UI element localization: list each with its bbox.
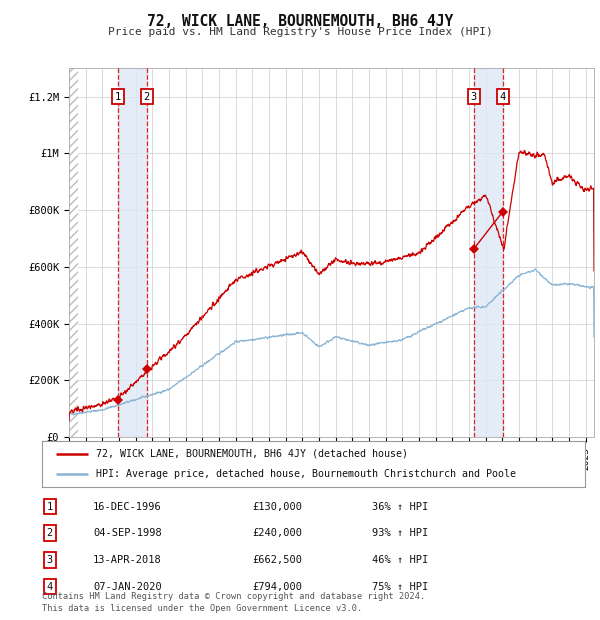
Bar [69,68,78,437]
Text: 13-APR-2018: 13-APR-2018 [93,555,162,565]
Text: 3: 3 [47,555,53,565]
Text: 72, WICK LANE, BOURNEMOUTH, BH6 4JY: 72, WICK LANE, BOURNEMOUTH, BH6 4JY [147,14,453,29]
Text: 16-DEC-1996: 16-DEC-1996 [93,502,162,512]
Text: 07-JAN-2020: 07-JAN-2020 [93,582,162,591]
Text: 75% ↑ HPI: 75% ↑ HPI [372,582,428,591]
Text: HPI: Average price, detached house, Bournemouth Christchurch and Poole: HPI: Average price, detached house, Bour… [97,469,516,479]
Text: 46% ↑ HPI: 46% ↑ HPI [372,555,428,565]
Text: £130,000: £130,000 [252,502,302,512]
Text: 36% ↑ HPI: 36% ↑ HPI [372,502,428,512]
Text: £794,000: £794,000 [252,582,302,591]
Text: 1: 1 [115,92,121,102]
Text: £240,000: £240,000 [252,528,302,538]
Text: 4: 4 [47,582,53,591]
Text: 72, WICK LANE, BOURNEMOUTH, BH6 4JY (detached house): 72, WICK LANE, BOURNEMOUTH, BH6 4JY (det… [97,449,409,459]
Text: 1: 1 [47,502,53,512]
Text: 2: 2 [47,528,53,538]
Text: 93% ↑ HPI: 93% ↑ HPI [372,528,428,538]
Bar [118,68,147,437]
Text: 3: 3 [470,92,477,102]
Text: Contains HM Land Registry data © Crown copyright and database right 2024.
This d: Contains HM Land Registry data © Crown c… [42,591,425,613]
Text: 2: 2 [144,92,150,102]
Text: £662,500: £662,500 [252,555,302,565]
Text: Price paid vs. HM Land Registry's House Price Index (HPI): Price paid vs. HM Land Registry's House … [107,27,493,37]
Bar [473,68,503,437]
Text: 04-SEP-1998: 04-SEP-1998 [93,528,162,538]
Text: 4: 4 [500,92,506,102]
